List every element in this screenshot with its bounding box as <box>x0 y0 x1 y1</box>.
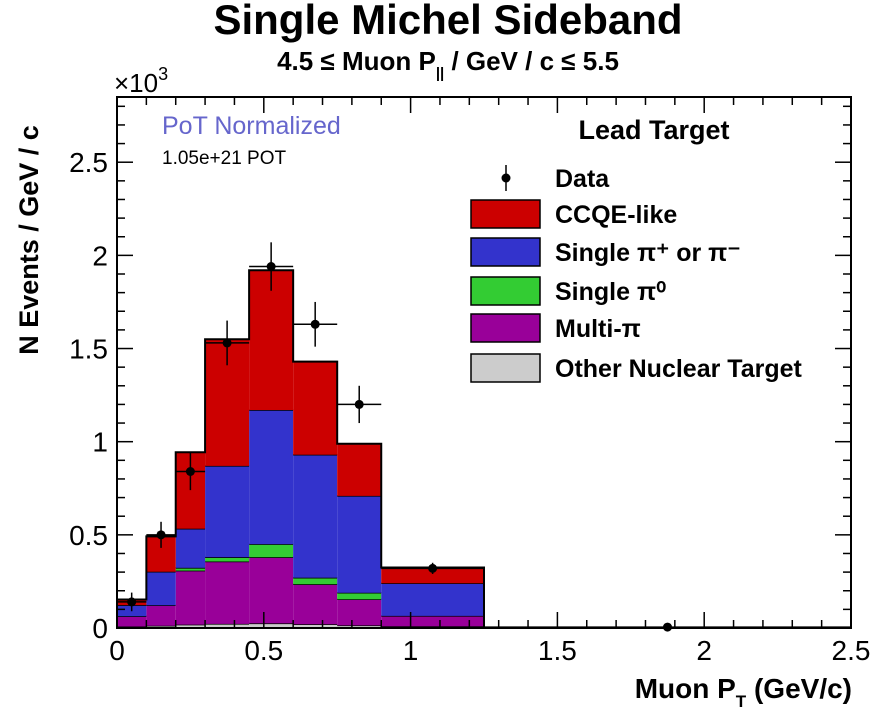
y-tick-labels: 0 0.5 1 1.5 2 2.5 <box>69 147 108 644</box>
bin-single-6 <box>337 592 382 600</box>
data-marker <box>222 338 232 348</box>
legend-entry-1: CCQE-like <box>470 199 677 229</box>
bin-ccqe-like-7 <box>381 567 484 584</box>
legend-swatch <box>470 276 541 306</box>
y-multiplier: ×103 <box>114 64 168 98</box>
legend-entry-3: Single π⁰ <box>470 276 666 306</box>
bin-single-or-2 <box>175 528 206 568</box>
data-marker <box>428 563 438 573</box>
legend-swatch <box>470 199 541 229</box>
data-point-6 <box>337 385 382 424</box>
data-point-2 <box>175 452 206 491</box>
bin-multi-0 <box>117 616 147 627</box>
y-tick-label: 2.5 <box>69 147 108 178</box>
data-marker <box>310 319 320 329</box>
legend-marker <box>501 173 511 183</box>
bin-other-nuclear-target-5 <box>293 624 338 628</box>
legend-label: Single π⁺ or π⁻ <box>555 239 741 267</box>
legend-swatch <box>470 237 541 267</box>
bin-single-or-4 <box>249 410 294 545</box>
y-tick-label: 0.5 <box>69 520 108 551</box>
x-tick-label: 2.5 <box>832 635 871 666</box>
pot-normalized-label: PoT Normalized <box>162 112 341 140</box>
bin-other-nuclear-target-1 <box>146 625 176 628</box>
y-axis-label: N Events / GeV / c <box>14 125 44 355</box>
bin-single-or-7 <box>381 583 484 616</box>
data-marker <box>156 530 166 540</box>
stack-outline <box>116 269 851 629</box>
bin-multi-7 <box>381 615 484 627</box>
bin-single-or-1 <box>146 571 176 606</box>
bin-ccqe-like-4 <box>249 270 294 411</box>
bin-multi-1 <box>146 605 176 626</box>
data-point-5 <box>293 301 338 347</box>
bin-single-or-5 <box>293 454 338 578</box>
y-tick-label: 1 <box>92 427 108 458</box>
bin-single-2 <box>175 567 206 571</box>
data-point-4 <box>249 242 294 291</box>
x-tick-labels: 0 0.5 1 1.5 2 2.5 <box>109 635 870 666</box>
legend-label: Multi-π <box>555 315 641 343</box>
data-point-7 <box>381 562 484 574</box>
bin-other-nuclear-target-4 <box>249 623 294 628</box>
legend-label: CCQE-like <box>555 201 677 229</box>
bin-single-or-3 <box>205 465 250 558</box>
bin-other-nuclear-target-2 <box>175 624 206 628</box>
bin-multi-4 <box>249 557 294 624</box>
chart-title: Single Michel Sideband <box>213 0 682 43</box>
x-tick-label: 0 <box>109 635 125 666</box>
y-tick-label: 1.5 <box>69 334 108 365</box>
bin-single-3 <box>205 557 250 562</box>
x-tick-label: 1.5 <box>538 635 577 666</box>
pot-value: 1.05e+21 POT <box>162 148 287 169</box>
data-point-0 <box>117 592 147 612</box>
data-marker <box>354 399 364 409</box>
legend-entry-5: Other Nuclear Target <box>470 353 803 383</box>
bin-multi-2 <box>175 570 206 625</box>
data-point-1 <box>146 521 176 548</box>
x-axis-label: Muon PT (GeV/c) <box>635 673 852 711</box>
y-tick-label: 2 <box>92 240 108 271</box>
legend-swatch <box>470 353 541 383</box>
stacked-bins <box>116 269 851 629</box>
legend-swatch <box>470 313 541 343</box>
bin-single-4 <box>249 544 294 558</box>
bin-multi-6 <box>337 599 382 626</box>
legend-label: Other Nuclear Target <box>555 355 803 383</box>
data-point-3 <box>205 320 250 366</box>
bin-other-nuclear-target-6 <box>337 625 382 628</box>
bin-ccqe-like-6 <box>337 443 382 496</box>
bin-ccqe-like-5 <box>293 361 338 455</box>
bin-multi-5 <box>293 584 338 625</box>
y-tick-label: 0 <box>92 613 108 644</box>
legend-header: Lead Target <box>578 115 729 145</box>
x-tick-label: 0.5 <box>244 635 283 666</box>
x-tick-label: 1 <box>403 635 419 666</box>
legend-label: Data <box>555 165 610 193</box>
legend: Data CCQE-like Single π⁺ or π⁻ Single π⁰ Mul… <box>470 165 803 383</box>
data-marker <box>266 262 276 272</box>
plot-frame <box>116 96 852 629</box>
x-tick-label: 2 <box>696 635 712 666</box>
bin-multi-3 <box>205 561 250 624</box>
legend-label: Single π⁰ <box>555 278 666 306</box>
data-marker <box>185 466 195 476</box>
bin-single-or-6 <box>337 495 382 593</box>
data-marker <box>127 597 137 607</box>
chart-subtitle: 4.5 ≤ Muon P|| / GeV / c ≤ 5.5 <box>277 46 619 82</box>
bin-other-nuclear-target-3 <box>205 623 250 628</box>
legend-entry-2: Single π⁺ or π⁻ <box>470 237 741 267</box>
bin-single-5 <box>293 577 338 585</box>
legend-entry-4: Multi-π <box>470 313 641 343</box>
legend-entry-0: Data <box>501 165 610 193</box>
